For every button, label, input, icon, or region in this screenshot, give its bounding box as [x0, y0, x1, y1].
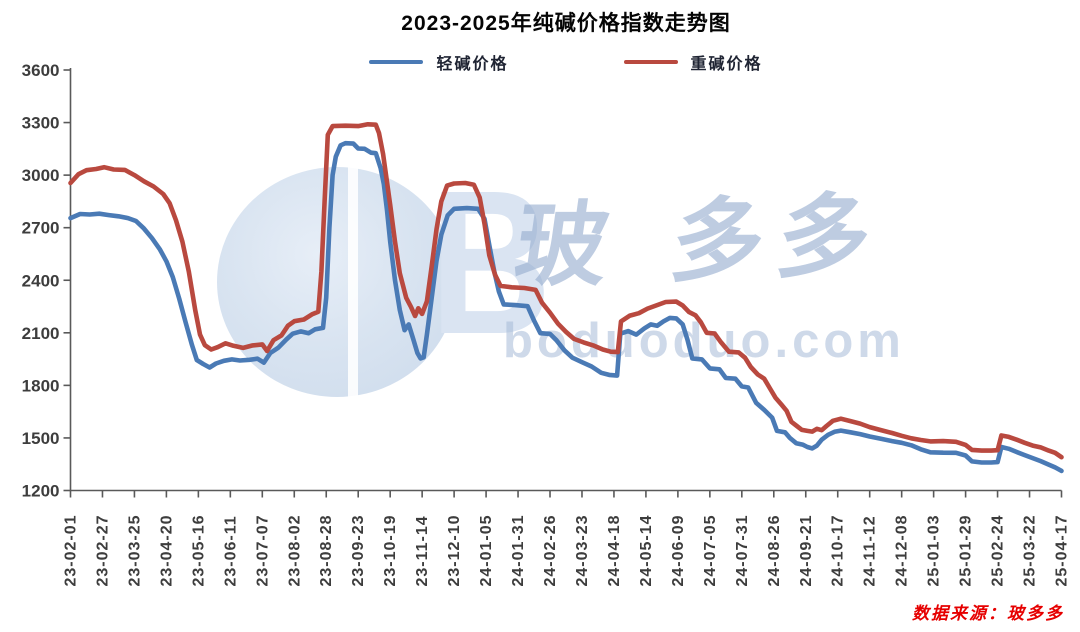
x-axis-label: 23-08-28 [318, 514, 335, 586]
x-axis-label: 23-10-19 [382, 514, 399, 586]
y-axis-label: 2700 [22, 219, 60, 238]
x-axis-label: 23-08-02 [286, 514, 303, 586]
x-axis-label: 23-09-23 [350, 514, 367, 586]
series-line-light-soda [68, 140, 1064, 474]
axis-lines [69, 68, 1062, 492]
legend-swatch-heavy-soda [623, 59, 678, 65]
x-axis-label: 24-01-05 [478, 514, 495, 586]
chart-title: 2023-2025年纯碱价格指数走势图 [401, 12, 731, 35]
legend-label-heavy-soda: 重碱价格 [690, 56, 763, 73]
x-axis-label: 24-05-14 [638, 514, 655, 586]
x-axis-label: 24-06-09 [670, 514, 687, 586]
legend-label-light-soda: 轻碱价格 [436, 56, 509, 73]
legend-item-light-soda: 轻碱价格 [369, 50, 508, 74]
x-axis-label: 24-02-26 [542, 514, 559, 586]
x-axis-label: 24-04-18 [606, 514, 623, 586]
x-axis-label: 24-11-12 [862, 515, 879, 586]
x-axis-label: 25-03-22 [1022, 514, 1039, 586]
x-axis-label: 24-08-26 [766, 514, 783, 586]
x-axis-label: 23-11-14 [414, 515, 431, 586]
x-axis-label: 23-06-11 [222, 515, 239, 586]
y-axis-label: 3600 [22, 61, 60, 80]
y-axis-label: 1200 [22, 482, 60, 501]
legend-item-heavy-soda: 重碱价格 [623, 50, 763, 74]
data-source-note: 数据来源：玻多多 [912, 604, 1064, 623]
x-axis-label: 23-02-01 [63, 514, 80, 586]
x-axis-label: 24-12-08 [894, 514, 911, 586]
x-axis-label: 24-07-05 [702, 514, 719, 586]
y-axis-label: 1500 [22, 429, 60, 448]
x-axis-label: 23-12-10 [446, 514, 463, 586]
x-axis-label: 25-01-03 [926, 514, 943, 586]
x-axis-label: 24-03-23 [574, 514, 591, 586]
x-axis-label: 23-02-27 [94, 514, 111, 586]
series-line-heavy-soda [68, 122, 1064, 460]
chart-legend: 轻碱价格 重碱价格 [70, 50, 1062, 74]
y-axis-label: 2400 [22, 271, 60, 290]
y-axis-label: 3000 [22, 166, 60, 185]
x-axis-label: 25-01-29 [958, 514, 975, 586]
x-axis-label: 23-07-07 [254, 514, 271, 586]
x-axis-label: 24-10-17 [830, 514, 847, 586]
x-axis-label: 23-05-16 [190, 514, 207, 586]
legend-swatch-light-soda [369, 59, 424, 65]
x-axis-label: 25-04-17 [1054, 514, 1071, 586]
y-axis-label: 1800 [22, 376, 60, 395]
x-axis-label: 25-02-24 [990, 514, 1007, 586]
x-axis-label: 24-09-21 [798, 514, 815, 586]
x-axis-label: 24-07-31 [734, 514, 751, 586]
y-axis-label: 3300 [22, 114, 60, 133]
y-axis-label: 2100 [22, 324, 60, 343]
x-axis-label: 23-04-20 [158, 514, 175, 586]
x-axis-label: 23-03-25 [126, 514, 143, 586]
x-axis-label: 24-01-31 [510, 514, 527, 586]
